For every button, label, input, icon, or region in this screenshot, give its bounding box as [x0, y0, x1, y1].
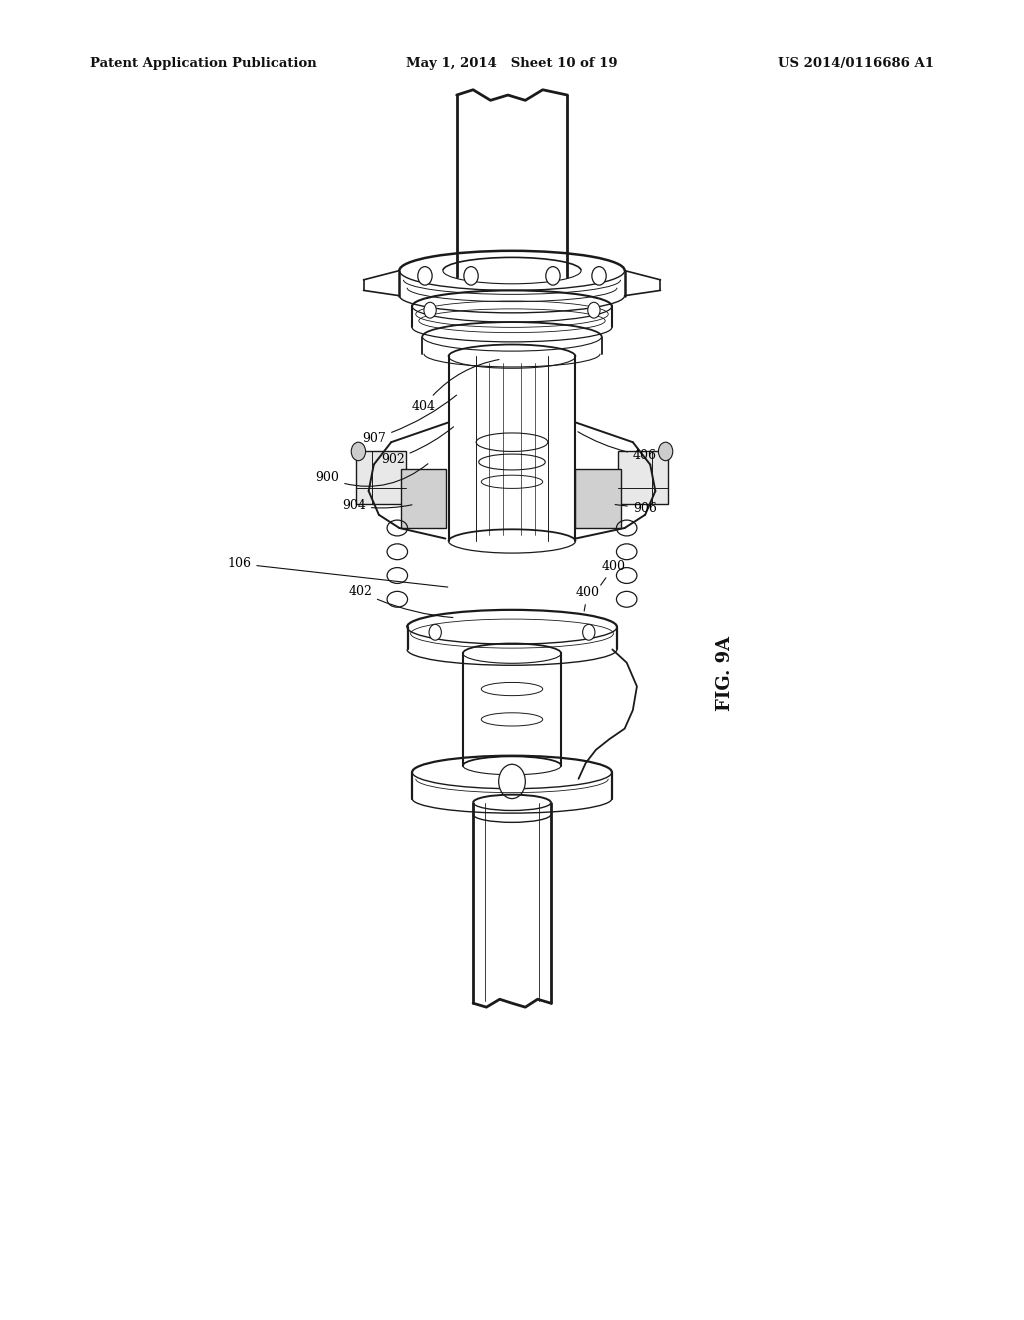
Text: 906: 906 [615, 502, 656, 515]
Bar [356, 451, 406, 504]
Circle shape [583, 624, 595, 640]
Text: 402: 402 [348, 585, 453, 618]
Circle shape [546, 267, 560, 285]
Text: FIG. 9A: FIG. 9A [716, 636, 734, 710]
Text: 902: 902 [381, 426, 454, 466]
Text: 904: 904 [342, 499, 412, 512]
Bar [401, 469, 446, 528]
Text: 406: 406 [578, 432, 656, 462]
Text: 900: 900 [315, 463, 428, 486]
Text: 404: 404 [412, 359, 499, 413]
Circle shape [424, 302, 436, 318]
Circle shape [658, 442, 673, 461]
Circle shape [351, 442, 366, 461]
Text: US 2014/0116686 A1: US 2014/0116686 A1 [778, 57, 934, 70]
Circle shape [429, 624, 441, 640]
Circle shape [592, 267, 606, 285]
Circle shape [588, 302, 600, 318]
Circle shape [499, 764, 525, 799]
Text: Patent Application Publication: Patent Application Publication [90, 57, 316, 70]
Circle shape [418, 267, 432, 285]
Text: 106: 106 [227, 557, 447, 587]
Text: 907: 907 [362, 395, 457, 445]
Text: 400: 400 [575, 586, 599, 611]
Text: 400: 400 [601, 560, 626, 585]
Bar [575, 469, 621, 528]
Text: May 1, 2014   Sheet 10 of 19: May 1, 2014 Sheet 10 of 19 [407, 57, 617, 70]
Bar [618, 451, 668, 504]
Circle shape [464, 267, 478, 285]
